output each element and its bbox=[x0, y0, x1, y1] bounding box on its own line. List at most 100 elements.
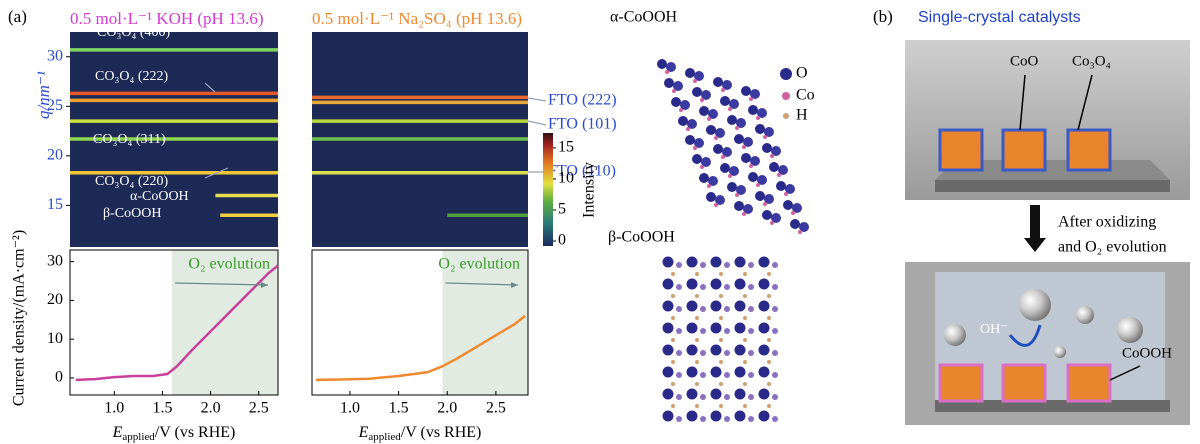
cubes bbox=[940, 130, 1110, 170]
atom bbox=[720, 96, 730, 106]
atom bbox=[711, 367, 722, 378]
atom bbox=[748, 394, 754, 400]
atom bbox=[685, 135, 695, 145]
atom bbox=[676, 262, 682, 268]
atom bbox=[748, 350, 754, 356]
atom bbox=[700, 328, 706, 334]
atom bbox=[728, 174, 732, 178]
atom bbox=[767, 404, 771, 408]
structure-title: α-CoOOH bbox=[610, 9, 677, 26]
band-label: β-CoOOH bbox=[103, 206, 161, 221]
atom bbox=[671, 272, 675, 276]
atom bbox=[759, 389, 770, 400]
atom bbox=[748, 284, 754, 290]
atom bbox=[676, 284, 682, 290]
x-tick-label: 2.0 bbox=[201, 400, 221, 417]
x-axis-label: Eapplied/V (vs RHE) bbox=[112, 424, 236, 443]
atom bbox=[735, 126, 739, 130]
atom bbox=[743, 404, 747, 408]
x-tick-label: 1.0 bbox=[104, 400, 124, 417]
x-label-unit: /V (vs RHE) bbox=[401, 424, 482, 441]
legend-label: O bbox=[796, 65, 808, 82]
atom bbox=[741, 86, 751, 96]
atom bbox=[748, 372, 754, 378]
atom bbox=[687, 345, 698, 356]
atom bbox=[728, 107, 732, 111]
panel-label: (b) bbox=[873, 7, 893, 26]
atom bbox=[777, 173, 781, 177]
band-label: FTO (222) bbox=[548, 92, 617, 109]
band-label: CO₃O₄ (311) bbox=[93, 132, 166, 147]
atom bbox=[748, 262, 754, 268]
atom bbox=[693, 146, 697, 150]
atom bbox=[719, 404, 723, 408]
colorbar-tick-label: 10 bbox=[558, 170, 574, 187]
atom bbox=[748, 172, 758, 182]
atom bbox=[695, 360, 699, 364]
atom bbox=[767, 382, 771, 386]
atom bbox=[663, 367, 674, 378]
x-tick-label: 1.0 bbox=[340, 400, 360, 417]
atom bbox=[719, 316, 723, 320]
leader bbox=[528, 98, 546, 101]
atom bbox=[695, 272, 699, 276]
atom bbox=[755, 191, 765, 201]
atom bbox=[770, 154, 774, 158]
atom bbox=[671, 316, 675, 320]
atom bbox=[772, 394, 778, 400]
atom bbox=[767, 272, 771, 276]
atom bbox=[676, 350, 682, 356]
y-axis-label: Current density/(mA·cm⁻²) bbox=[11, 230, 28, 406]
atom bbox=[735, 389, 746, 400]
atom bbox=[743, 294, 747, 298]
atom bbox=[663, 411, 674, 422]
atom bbox=[759, 345, 770, 356]
atom bbox=[663, 345, 674, 356]
atom bbox=[671, 382, 675, 386]
atom bbox=[711, 411, 722, 422]
atom bbox=[721, 88, 725, 92]
atom bbox=[671, 294, 675, 298]
atom bbox=[711, 323, 722, 334]
figure: (a) (b) Single-crystal catalysts CoO Co₃… bbox=[0, 0, 1200, 444]
atom bbox=[695, 404, 699, 408]
atom bbox=[687, 389, 698, 400]
legend-label: H bbox=[796, 107, 808, 124]
atom bbox=[763, 135, 767, 139]
atom bbox=[772, 416, 778, 422]
atom bbox=[756, 183, 760, 187]
legend-label: Co bbox=[796, 87, 815, 104]
atom bbox=[791, 211, 795, 215]
x-label-unit: /V (vs RHE) bbox=[155, 424, 236, 441]
atom bbox=[724, 350, 730, 356]
legend-swatch bbox=[783, 113, 789, 119]
atom bbox=[687, 411, 698, 422]
atom bbox=[663, 279, 674, 290]
atom bbox=[772, 306, 778, 312]
band-label: FTO (101) bbox=[548, 116, 617, 133]
atom bbox=[663, 257, 674, 268]
atom bbox=[676, 394, 682, 400]
atom bbox=[687, 279, 698, 290]
atom bbox=[711, 345, 722, 356]
arrow bbox=[1024, 205, 1046, 252]
atom bbox=[772, 262, 778, 268]
atom bbox=[713, 77, 723, 87]
atom bbox=[706, 192, 716, 202]
atom bbox=[724, 394, 730, 400]
atom bbox=[686, 127, 690, 131]
x-label-sub: applied bbox=[122, 431, 155, 443]
annotation: O₂ evolution bbox=[188, 256, 270, 273]
atom bbox=[743, 338, 747, 342]
atom bbox=[663, 323, 674, 334]
y-axis-label: q/nm⁻¹ bbox=[34, 71, 53, 119]
atom bbox=[714, 136, 718, 140]
atom bbox=[671, 97, 681, 107]
band-label: CO₃O₄ (222) bbox=[95, 69, 168, 84]
atom bbox=[679, 108, 683, 112]
x-tick-label: 1.5 bbox=[152, 400, 172, 417]
atom bbox=[695, 294, 699, 298]
atom bbox=[707, 117, 711, 121]
atom bbox=[748, 328, 754, 334]
atom bbox=[749, 164, 753, 168]
